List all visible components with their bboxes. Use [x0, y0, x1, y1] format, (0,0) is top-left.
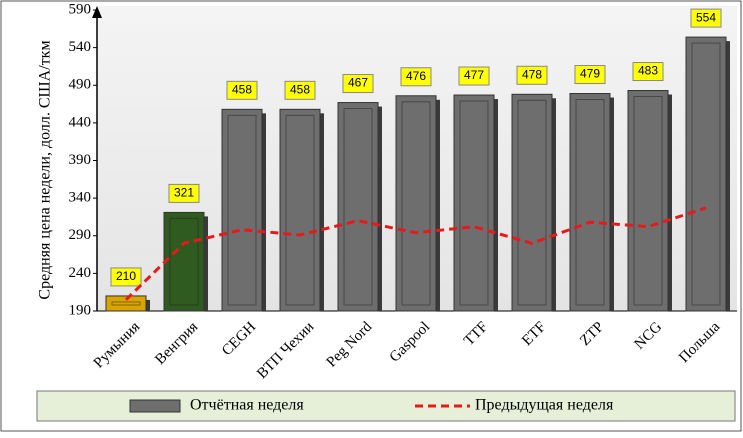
- bar-highlight: [285, 114, 315, 306]
- value-label: 477: [464, 68, 484, 82]
- value-label-box: [400, 67, 432, 87]
- bar-highlight: [111, 301, 141, 306]
- bar-highlight: [227, 114, 257, 306]
- y-tick-label: 340: [69, 190, 92, 206]
- bar-highlight: [343, 108, 373, 306]
- bar-highlight: [517, 99, 547, 306]
- value-label-box: [632, 62, 664, 82]
- y-axis-arrow: [92, 6, 102, 18]
- legend-label: Отчётная неделя: [190, 397, 304, 414]
- bar-highlight: [691, 42, 721, 306]
- value-label-box: [110, 267, 142, 287]
- legend-swatch: [129, 399, 181, 413]
- value-label-box: [574, 65, 606, 85]
- value-label: 554: [696, 10, 716, 24]
- value-label: 478: [522, 67, 542, 81]
- line: [124, 206, 707, 301]
- y-tick-label: 290: [69, 227, 92, 243]
- y-tick-label: 540: [69, 39, 92, 55]
- value-label: 479: [580, 67, 600, 81]
- value-label-box: [226, 80, 258, 100]
- y-tick-label: 190: [69, 302, 92, 318]
- y-axis-label: Средняя цена недели, долл. США/ткм: [37, 40, 54, 299]
- y-tick-label: 240: [69, 265, 92, 281]
- value-label: 483: [638, 64, 658, 78]
- bar-highlight: [633, 96, 663, 306]
- value-label-box: [690, 8, 722, 28]
- y-tick-label: 590: [69, 1, 92, 17]
- value-label-box: [516, 65, 548, 85]
- value-label: 210: [116, 269, 136, 283]
- value-label-box: [168, 183, 200, 203]
- bar-highlight: [575, 99, 605, 306]
- value-label-box: [458, 66, 490, 86]
- y-tick-label: 490: [69, 77, 92, 93]
- value-label: 458: [232, 83, 252, 97]
- value-label: 458: [290, 83, 310, 97]
- legend-label: Предыдущая неделя: [475, 397, 614, 414]
- y-tick-label: 390: [69, 152, 92, 168]
- value-label: 476: [406, 69, 426, 83]
- value-label-box: [342, 74, 374, 94]
- value-label-box: [284, 80, 316, 100]
- bar-highlight: [401, 101, 431, 306]
- bar-highlight: [169, 217, 199, 306]
- bar-highlight: [459, 100, 489, 306]
- value-label: 321: [174, 186, 194, 200]
- y-tick-label: 440: [69, 114, 92, 130]
- value-label: 467: [348, 76, 368, 90]
